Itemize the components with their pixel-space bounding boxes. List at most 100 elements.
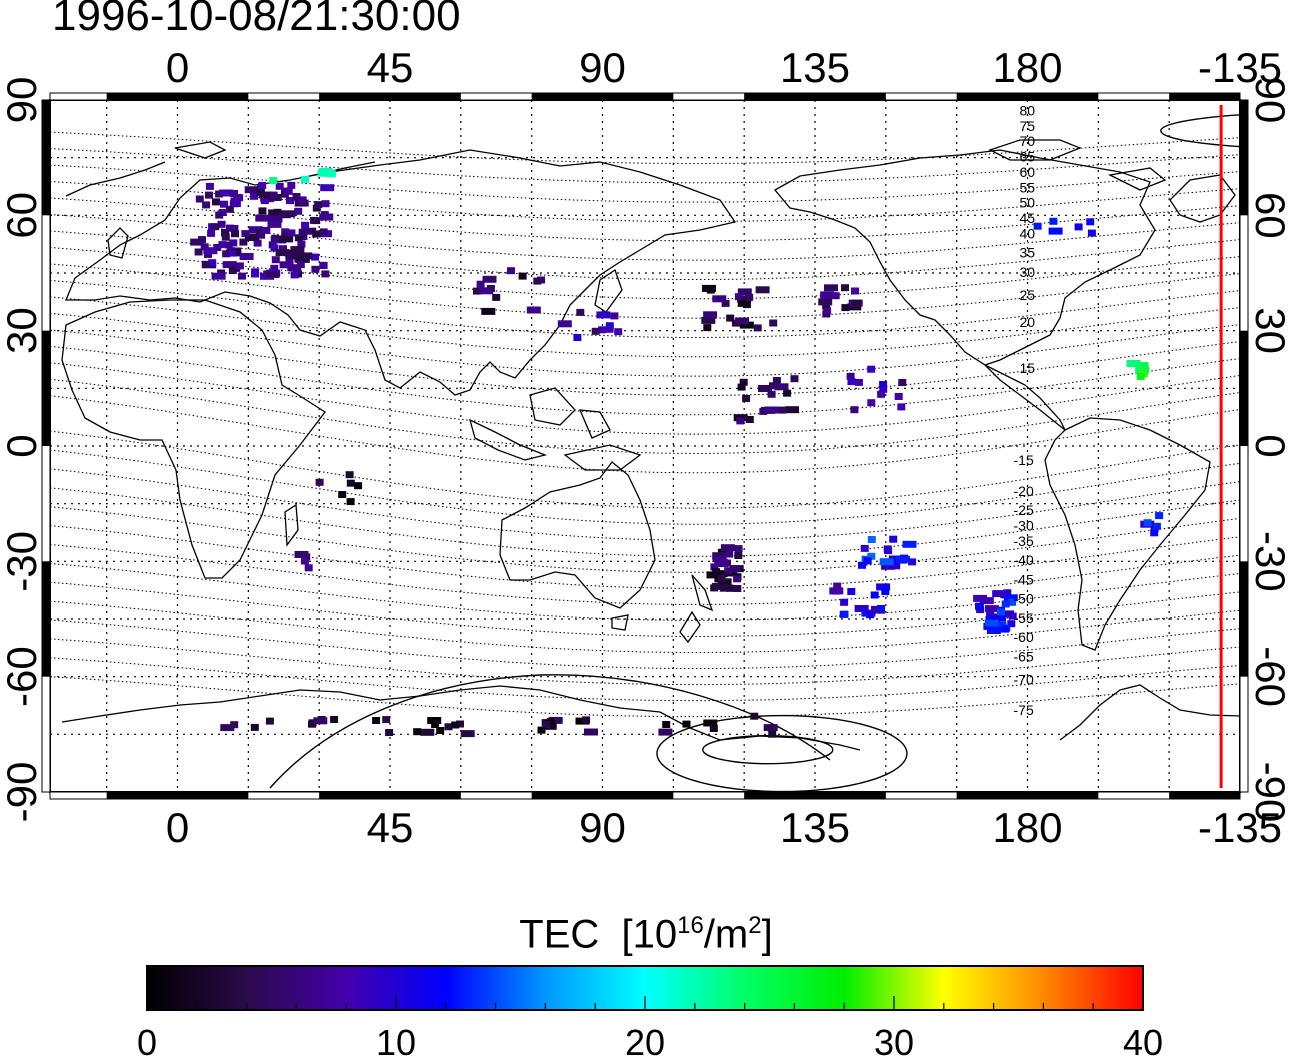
tec-point bbox=[345, 471, 354, 479]
contour-label: -35 bbox=[1014, 533, 1034, 549]
tec-point bbox=[573, 334, 582, 341]
tec-point bbox=[268, 209, 277, 217]
tec-point bbox=[296, 261, 305, 269]
tec-point bbox=[287, 264, 302, 272]
tec-point bbox=[881, 588, 890, 595]
contour-line bbox=[50, 230, 1240, 280]
map-title: 1996-10-08/21:30:00 bbox=[52, 0, 461, 40]
tec-point bbox=[1143, 519, 1152, 527]
tec-point bbox=[605, 322, 614, 330]
tec-point bbox=[883, 545, 892, 553]
colorbar-tick-label: 10 bbox=[375, 1022, 417, 1063]
tec-point bbox=[253, 239, 262, 247]
bottom-lon-tick-label: 90 bbox=[579, 804, 626, 851]
tec-point bbox=[279, 261, 294, 269]
tec-point bbox=[860, 544, 869, 552]
tec-point bbox=[238, 272, 246, 280]
tec-point bbox=[436, 727, 445, 734]
tec-point bbox=[260, 197, 269, 205]
top-lon-tick-label: 90 bbox=[579, 44, 626, 91]
tec-point bbox=[226, 224, 234, 232]
tec-point bbox=[202, 201, 211, 209]
tec-point bbox=[239, 238, 248, 246]
tec-point bbox=[321, 270, 330, 278]
contour-label: 45 bbox=[1020, 210, 1036, 226]
left-lat-tick-label: 60 bbox=[0, 192, 45, 239]
right-lat-tick-label: 90 bbox=[1247, 77, 1292, 124]
tec-point bbox=[1007, 620, 1016, 628]
contour-label: 30 bbox=[1020, 264, 1036, 280]
tec-point bbox=[320, 184, 335, 192]
contour-label: 25 bbox=[1020, 287, 1036, 303]
contour-line bbox=[50, 544, 1240, 605]
tec-point bbox=[301, 221, 310, 229]
colorbar-tick-label: 20 bbox=[624, 1022, 666, 1063]
tec-point bbox=[582, 716, 591, 724]
tec-point bbox=[712, 555, 727, 563]
top-lon-tick-label: 180 bbox=[992, 44, 1062, 91]
tec-point bbox=[614, 328, 623, 336]
top-frame-segment bbox=[531, 93, 674, 100]
tec-point bbox=[768, 730, 777, 738]
tec-point bbox=[492, 293, 501, 301]
tec-point bbox=[258, 182, 267, 189]
contour-line bbox=[50, 329, 1240, 397]
contour-label: 65 bbox=[1020, 149, 1036, 165]
tec-point bbox=[542, 721, 551, 728]
tec-point bbox=[852, 299, 861, 307]
contour-label: 70 bbox=[1020, 133, 1036, 149]
tec-point bbox=[273, 208, 282, 216]
tec-point bbox=[385, 729, 394, 736]
tec-point bbox=[217, 220, 226, 228]
tec-point bbox=[481, 307, 496, 315]
tec-point bbox=[870, 591, 879, 599]
tec-point bbox=[229, 239, 238, 247]
tec-point bbox=[271, 256, 280, 264]
tec-point bbox=[892, 562, 901, 570]
tec-point bbox=[299, 233, 308, 240]
bottom-frame-segment bbox=[1169, 792, 1240, 799]
graticule bbox=[50, 100, 1241, 792]
left-frame-segment bbox=[42, 561, 50, 677]
contour-ring bbox=[702, 735, 834, 765]
tec-point bbox=[262, 226, 271, 234]
tec-point bbox=[482, 275, 497, 283]
contour-line bbox=[50, 345, 1240, 416]
tec-point bbox=[726, 314, 735, 322]
contour-line bbox=[50, 638, 1240, 686]
tec-point bbox=[290, 271, 299, 279]
tec-point bbox=[742, 395, 751, 402]
tec-point bbox=[863, 557, 872, 565]
tec-point bbox=[745, 293, 754, 301]
tec-point bbox=[877, 390, 886, 398]
contour-label: -70 bbox=[1014, 671, 1034, 687]
left-lat-tick-label: 30 bbox=[0, 307, 45, 354]
tec-point bbox=[721, 299, 730, 307]
tec-point bbox=[1001, 600, 1010, 608]
tec-point bbox=[846, 372, 855, 380]
tec-point bbox=[822, 302, 831, 310]
tec-point bbox=[476, 280, 485, 288]
right-lat-tick-label: 60 bbox=[1247, 192, 1292, 239]
tec-point bbox=[294, 551, 309, 558]
tec-point bbox=[876, 583, 891, 591]
tec-point bbox=[413, 728, 422, 736]
tec-point bbox=[311, 265, 320, 273]
tec-point bbox=[235, 194, 244, 202]
tec-point bbox=[244, 186, 259, 194]
tec-point bbox=[279, 235, 294, 243]
tec-point bbox=[314, 201, 323, 209]
tec-point bbox=[451, 721, 460, 729]
tec-point bbox=[734, 293, 743, 301]
tec-point bbox=[735, 317, 750, 325]
tec-point bbox=[1000, 610, 1015, 618]
tec-point bbox=[224, 241, 233, 249]
tec-point bbox=[354, 482, 363, 490]
contour-label: -75 bbox=[1014, 702, 1034, 718]
tec-point bbox=[256, 188, 265, 196]
contour-line bbox=[50, 506, 1240, 573]
tec-point bbox=[992, 590, 1007, 598]
tec-point bbox=[230, 190, 238, 197]
tec-point bbox=[898, 379, 907, 386]
